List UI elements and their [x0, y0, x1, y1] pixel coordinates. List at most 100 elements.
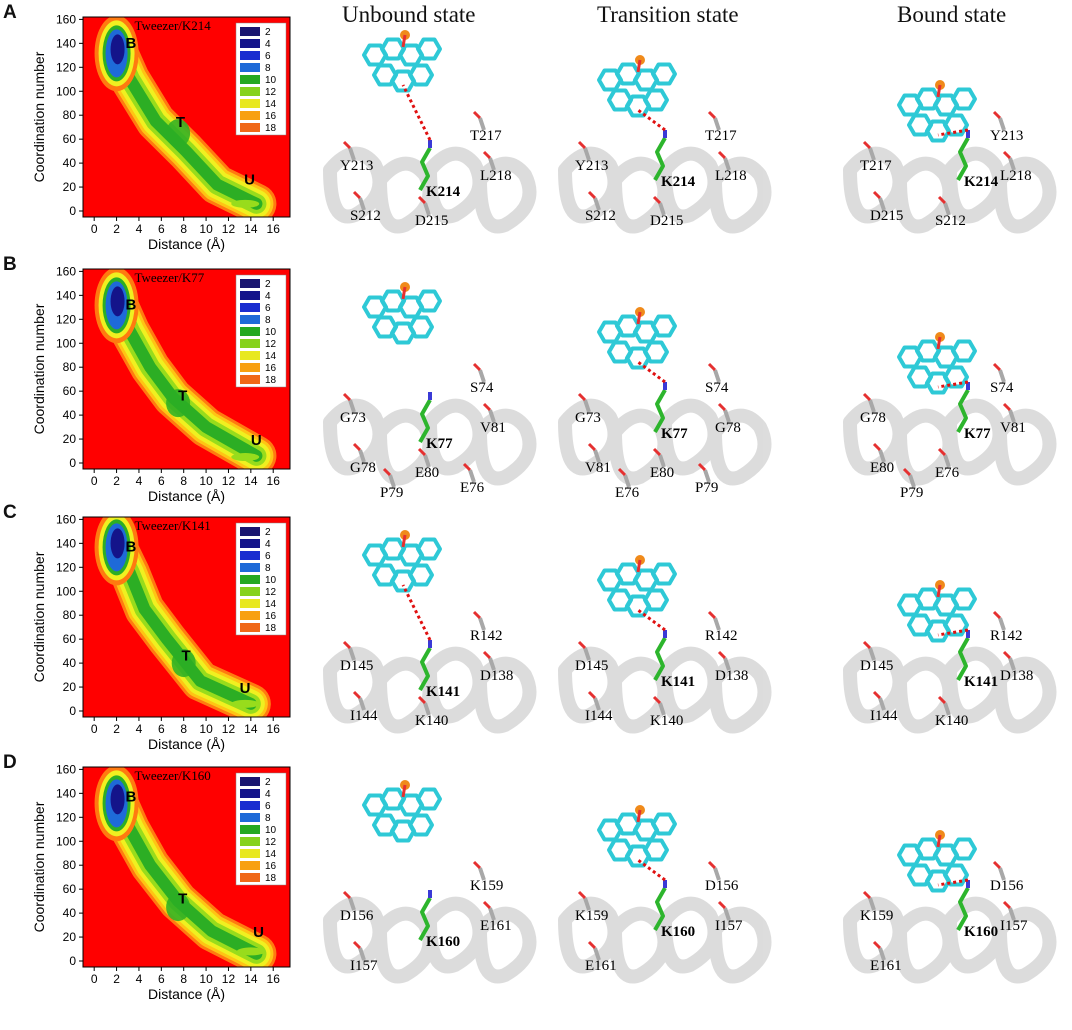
- residue-oxygen: [577, 392, 587, 402]
- legend-swatch: [240, 279, 260, 288]
- plot-title: Tweezer/K141: [134, 518, 210, 533]
- legend-swatch: [240, 611, 260, 620]
- ligand-ring: [925, 869, 951, 893]
- panel-row-d: D 0 2 4 6 8 10 12 14 16 0 20 40 60 80 100 120 140 160 Dista…: [0, 750, 1072, 1005]
- residue-stick: [943, 454, 951, 468]
- protein-helix: [843, 896, 1057, 984]
- x-tick-label: 16: [267, 972, 281, 986]
- ligand-ring: [380, 289, 406, 313]
- tweezer-ligand: [597, 307, 677, 370]
- state-label-t: T: [178, 891, 187, 908]
- state-label-u: U: [240, 680, 251, 697]
- residue-stick: [488, 409, 496, 423]
- unbound-structure: K214 T217 Y213 L218 S212 D215: [323, 30, 537, 234]
- tweezer-ligand: [897, 580, 977, 643]
- hbond-line: [937, 128, 969, 137]
- residue-oxygen: [872, 940, 882, 950]
- ligand-ring: [907, 365, 933, 389]
- x-tick-label: 0: [91, 722, 98, 736]
- residue-stick: [878, 697, 886, 711]
- ligand-ring: [416, 787, 442, 811]
- y-tick-label: 120: [56, 60, 76, 74]
- x-tick-label: 8: [180, 722, 187, 736]
- residue-oxygen: [872, 190, 882, 200]
- helix-segment: [373, 906, 437, 984]
- transition-structure: K160 D156 K159 I157 E161: [558, 805, 772, 984]
- residue-stick: [583, 647, 591, 661]
- protein-helix: [323, 146, 537, 234]
- x-tick-label: 10: [199, 474, 213, 488]
- residue-oxygen: [937, 695, 947, 705]
- tweezer-ligand: [362, 780, 442, 843]
- lysine-label: K214: [426, 184, 461, 200]
- helix-segment: [708, 408, 772, 486]
- legend-label: 2: [265, 27, 271, 38]
- y-tick-label: 20: [63, 680, 77, 694]
- residue-label: G78: [860, 410, 886, 426]
- legend-swatch: [240, 375, 260, 384]
- contour-plot: 0 2 4 6 8 10 12 14 16020406080100120140160Distan…: [31, 762, 291, 1002]
- x-tick-label: 12: [222, 972, 236, 986]
- residue-stick: [713, 369, 721, 383]
- legend-label: 6: [265, 551, 271, 562]
- x-tick-label: 4: [136, 722, 143, 736]
- y-tick-label: 40: [63, 408, 77, 422]
- y-tick-label: 100: [56, 84, 76, 98]
- unbound-basin: [236, 947, 265, 956]
- residue-label: D156: [990, 878, 1024, 894]
- phosphate-bond: [401, 534, 407, 548]
- transition-structure: K214 T217 Y213 L218 S212 D215: [558, 55, 772, 234]
- residue-label: K159: [575, 908, 608, 924]
- legend-swatch: [240, 575, 260, 584]
- residue-label: K140: [650, 713, 683, 729]
- residue-stick: [723, 409, 731, 423]
- legend-swatch: [240, 339, 260, 348]
- legend-swatch: [240, 87, 260, 96]
- contour-plot: 0 2 4 6 8 10 12 14 16020406080100120140160Distan…: [31, 12, 291, 252]
- phosphate-bond: [401, 784, 407, 798]
- residue-label: D145: [575, 658, 608, 674]
- residue-oxygen: [482, 150, 492, 160]
- y-tick-label: 160: [56, 12, 76, 26]
- x-tick-label: 4: [136, 474, 143, 488]
- y-tick-label: 0: [69, 456, 76, 470]
- residue-stick: [593, 697, 601, 711]
- panel-letter: D: [3, 752, 17, 773]
- phosphate-bond: [636, 59, 642, 73]
- residue-oxygen: [382, 467, 392, 477]
- residue-label: Y213: [340, 158, 373, 174]
- lysine-sidechain: [956, 637, 970, 681]
- ligand-ring: [416, 37, 442, 61]
- residue-stick: [583, 399, 591, 413]
- legend-label: 12: [265, 587, 277, 598]
- ligand-ring: [607, 838, 633, 862]
- ligand-ring: [607, 88, 633, 112]
- x-tick-label: 2: [113, 474, 120, 488]
- y-tick-label: 0: [69, 704, 76, 718]
- residue-label: G73: [575, 410, 601, 426]
- y-tick-label: 160: [56, 762, 76, 776]
- residue-oxygen: [937, 447, 947, 457]
- residue-oxygen: [577, 890, 587, 900]
- residue-label: E76: [935, 465, 960, 481]
- transition-basin: [166, 389, 191, 418]
- legend-swatch: [240, 623, 260, 632]
- ligand-ring: [390, 569, 416, 593]
- residue-label: D215: [870, 208, 903, 224]
- residue-label: D138: [480, 668, 513, 684]
- residue-label: S212: [350, 208, 381, 224]
- residue-stick: [908, 474, 916, 488]
- plot-title: Tweezer/K160: [134, 768, 210, 783]
- residue-stick: [1008, 657, 1016, 671]
- residue-oxygen: [707, 362, 717, 372]
- legend-label: 16: [265, 111, 277, 122]
- phosphate-bond: [636, 559, 642, 573]
- panel-row-c: C 0 2 4 6 8 10 12 14 16 0 20 40 60 80 100 120 140 160 Dista…: [0, 500, 1072, 755]
- y-tick-label: 40: [63, 906, 77, 920]
- residue-oxygen: [707, 610, 717, 620]
- residue-oxygen: [707, 860, 717, 870]
- helix-segment: [473, 906, 537, 984]
- residue-oxygen: [1002, 650, 1012, 660]
- legend-label: 14: [265, 599, 277, 610]
- legend-label: 6: [265, 303, 271, 314]
